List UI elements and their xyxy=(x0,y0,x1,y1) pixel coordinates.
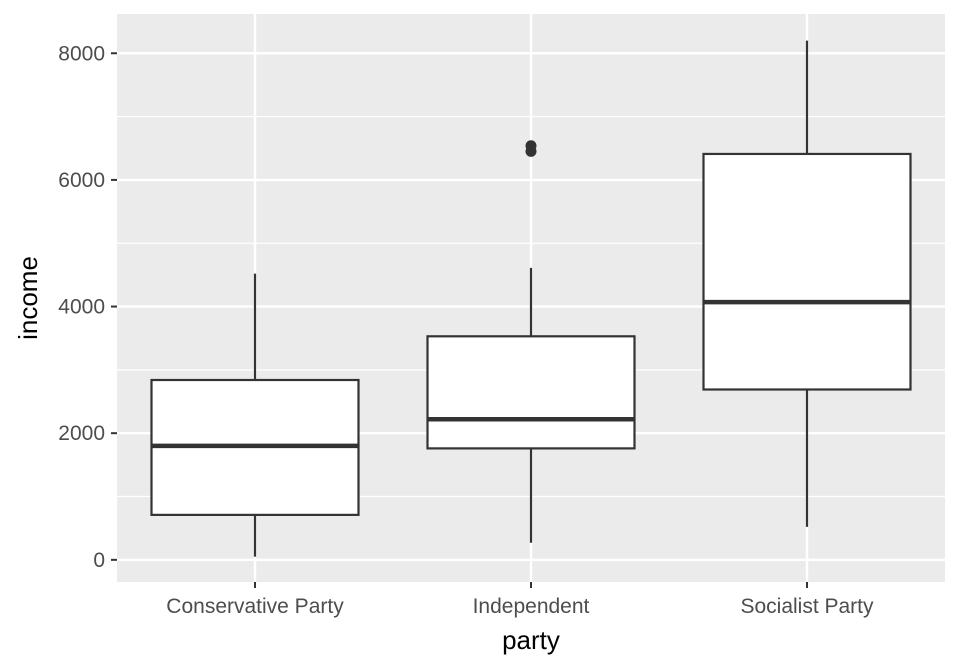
x-axis: Conservative Party Independent Socialist P… xyxy=(166,582,874,618)
boxes xyxy=(150,40,912,557)
x-tick-label: Independent xyxy=(473,595,590,618)
box-socialist-party xyxy=(702,40,912,527)
box-iqr xyxy=(426,335,636,450)
box-iqr xyxy=(702,152,912,391)
y-tick-label: 0 xyxy=(93,549,105,572)
x-tick-label: Socialist Party xyxy=(740,595,874,618)
y-tick-label: 2000 xyxy=(58,422,105,445)
y-tick-label: 8000 xyxy=(58,42,105,65)
box-independent xyxy=(426,140,636,543)
y-tick-label: 4000 xyxy=(58,296,105,319)
x-axis-title: party xyxy=(502,625,560,655)
x-tick-label: Conservative Party xyxy=(166,595,344,618)
y-axis-title: income xyxy=(13,256,43,340)
y-tick-label: 6000 xyxy=(58,169,105,192)
outlier-point xyxy=(525,140,537,152)
y-axis: 0 2000 4000 6000 8000 xyxy=(58,42,117,572)
box-conservative-party xyxy=(150,273,360,557)
